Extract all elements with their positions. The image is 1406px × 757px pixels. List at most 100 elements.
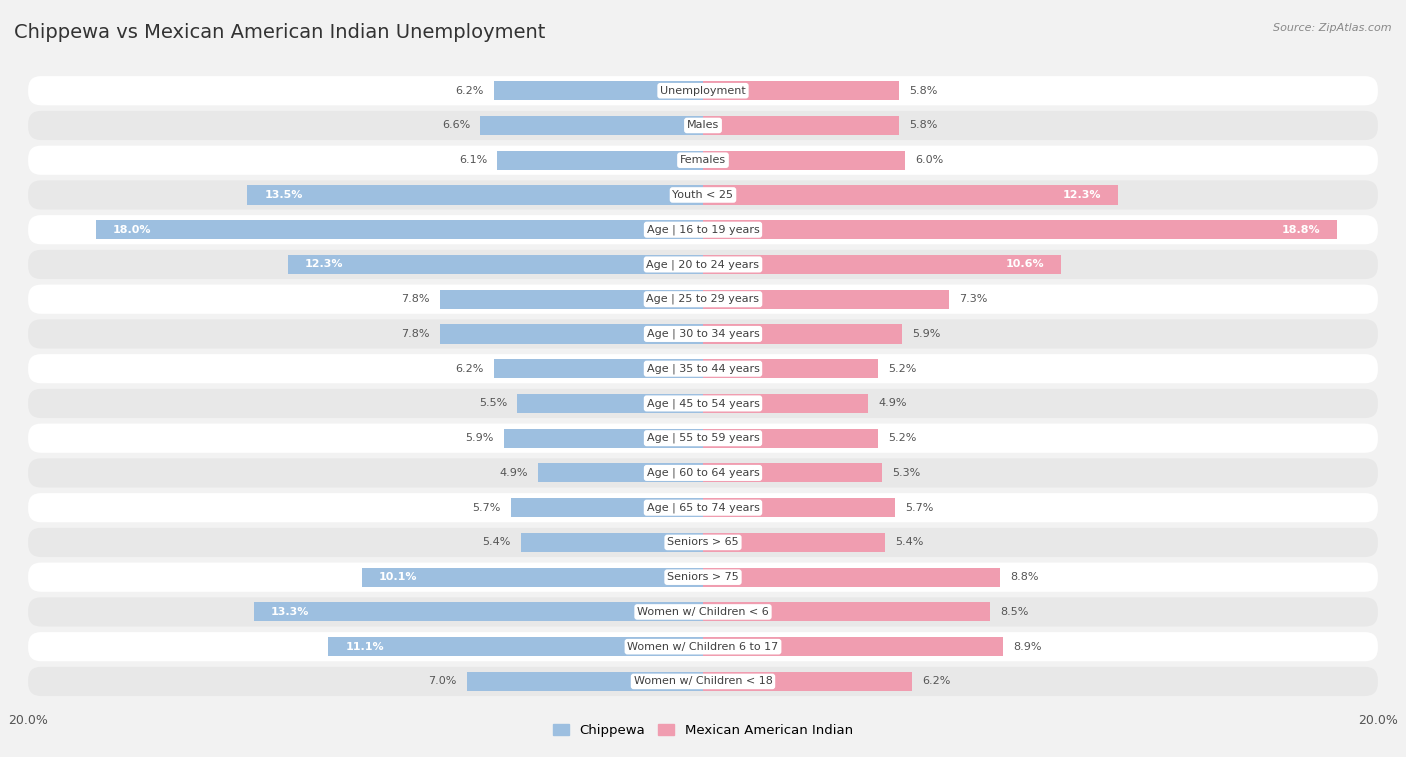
Text: 6.1%: 6.1% <box>458 155 486 165</box>
Text: 6.0%: 6.0% <box>915 155 943 165</box>
Bar <box>703 359 879 378</box>
Bar <box>494 81 703 100</box>
Bar <box>510 498 703 517</box>
Text: 5.2%: 5.2% <box>889 363 917 374</box>
Bar <box>520 533 703 552</box>
Bar <box>703 290 949 309</box>
Text: Youth < 25: Youth < 25 <box>672 190 734 200</box>
Bar <box>703 568 1000 587</box>
Text: 5.9%: 5.9% <box>465 433 494 443</box>
Text: Women w/ Children < 6: Women w/ Children < 6 <box>637 607 769 617</box>
Bar <box>517 394 703 413</box>
FancyBboxPatch shape <box>28 215 1378 245</box>
Text: Women w/ Children 6 to 17: Women w/ Children 6 to 17 <box>627 642 779 652</box>
Bar <box>703 394 869 413</box>
Bar <box>703 637 1004 656</box>
Text: Women w/ Children < 18: Women w/ Children < 18 <box>634 677 772 687</box>
Text: 6.6%: 6.6% <box>441 120 470 130</box>
Bar <box>703 185 1118 204</box>
Bar <box>703 428 879 447</box>
Text: Age | 55 to 59 years: Age | 55 to 59 years <box>647 433 759 444</box>
Bar <box>494 359 703 378</box>
Text: 5.9%: 5.9% <box>912 329 941 339</box>
Bar <box>703 116 898 135</box>
Bar <box>440 325 703 344</box>
FancyBboxPatch shape <box>28 354 1378 383</box>
Bar <box>503 428 703 447</box>
Text: 5.4%: 5.4% <box>482 537 510 547</box>
Text: Chippewa vs Mexican American Indian Unemployment: Chippewa vs Mexican American Indian Unem… <box>14 23 546 42</box>
Bar <box>703 255 1060 274</box>
FancyBboxPatch shape <box>28 493 1378 522</box>
Text: Seniors > 75: Seniors > 75 <box>666 572 740 582</box>
Text: 5.3%: 5.3% <box>891 468 920 478</box>
FancyBboxPatch shape <box>28 458 1378 488</box>
Bar <box>498 151 703 170</box>
Text: Age | 45 to 54 years: Age | 45 to 54 years <box>647 398 759 409</box>
Text: 18.0%: 18.0% <box>112 225 150 235</box>
Text: Females: Females <box>681 155 725 165</box>
Text: 13.3%: 13.3% <box>271 607 309 617</box>
Text: 18.8%: 18.8% <box>1282 225 1320 235</box>
FancyBboxPatch shape <box>28 562 1378 592</box>
Bar <box>440 290 703 309</box>
Bar <box>96 220 703 239</box>
Bar <box>467 672 703 691</box>
Text: 7.3%: 7.3% <box>959 294 988 304</box>
FancyBboxPatch shape <box>28 528 1378 557</box>
Bar <box>363 568 703 587</box>
Bar <box>703 533 886 552</box>
Bar <box>288 255 703 274</box>
Text: 10.6%: 10.6% <box>1005 260 1043 269</box>
Text: 12.3%: 12.3% <box>305 260 343 269</box>
Text: Unemployment: Unemployment <box>661 86 745 95</box>
Text: 5.7%: 5.7% <box>472 503 501 512</box>
FancyBboxPatch shape <box>28 632 1378 662</box>
Text: 12.3%: 12.3% <box>1063 190 1101 200</box>
Text: Age | 30 to 34 years: Age | 30 to 34 years <box>647 329 759 339</box>
FancyBboxPatch shape <box>28 250 1378 279</box>
FancyBboxPatch shape <box>28 285 1378 314</box>
Bar <box>703 672 912 691</box>
Text: Age | 35 to 44 years: Age | 35 to 44 years <box>647 363 759 374</box>
Text: Seniors > 65: Seniors > 65 <box>668 537 738 547</box>
FancyBboxPatch shape <box>28 145 1378 175</box>
FancyBboxPatch shape <box>28 667 1378 696</box>
Text: 6.2%: 6.2% <box>456 86 484 95</box>
Text: 5.4%: 5.4% <box>896 537 924 547</box>
Legend: Chippewa, Mexican American Indian: Chippewa, Mexican American Indian <box>548 718 858 742</box>
FancyBboxPatch shape <box>28 424 1378 453</box>
Text: 10.1%: 10.1% <box>380 572 418 582</box>
Text: 13.5%: 13.5% <box>264 190 302 200</box>
Text: 5.2%: 5.2% <box>889 433 917 443</box>
FancyBboxPatch shape <box>28 389 1378 418</box>
Bar <box>703 603 990 621</box>
Text: 8.5%: 8.5% <box>1000 607 1028 617</box>
Text: 7.8%: 7.8% <box>401 329 430 339</box>
Bar <box>703 151 905 170</box>
Text: 7.0%: 7.0% <box>429 677 457 687</box>
FancyBboxPatch shape <box>28 111 1378 140</box>
Text: 4.9%: 4.9% <box>499 468 527 478</box>
Bar <box>254 603 703 621</box>
Bar <box>537 463 703 482</box>
Text: 6.2%: 6.2% <box>456 363 484 374</box>
Bar <box>329 637 703 656</box>
Bar <box>481 116 703 135</box>
Bar <box>703 81 898 100</box>
Text: 5.7%: 5.7% <box>905 503 934 512</box>
Text: 5.5%: 5.5% <box>479 398 508 409</box>
Text: Males: Males <box>688 120 718 130</box>
Bar <box>703 498 896 517</box>
Text: Age | 65 to 74 years: Age | 65 to 74 years <box>647 503 759 513</box>
Text: 8.8%: 8.8% <box>1010 572 1039 582</box>
Text: Source: ZipAtlas.com: Source: ZipAtlas.com <box>1274 23 1392 33</box>
FancyBboxPatch shape <box>28 180 1378 210</box>
Text: Age | 16 to 19 years: Age | 16 to 19 years <box>647 225 759 235</box>
Bar <box>703 463 882 482</box>
Bar <box>703 220 1337 239</box>
Text: 6.2%: 6.2% <box>922 677 950 687</box>
Text: 11.1%: 11.1% <box>346 642 384 652</box>
Text: Age | 60 to 64 years: Age | 60 to 64 years <box>647 468 759 478</box>
Bar <box>703 325 903 344</box>
